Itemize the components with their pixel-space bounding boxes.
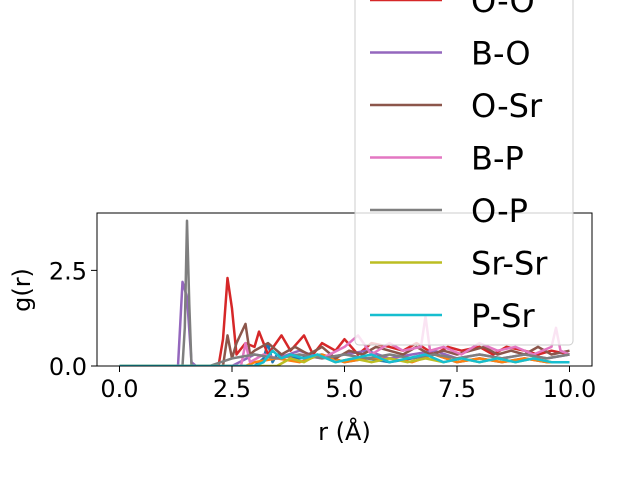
legend-label-p-sr: P-Sr [471, 297, 535, 335]
legend-label-b-p: B-P [471, 140, 524, 178]
legend-box [354, 0, 574, 346]
series-layer [119, 219, 570, 366]
y-axis-label: g(r) [8, 268, 36, 312]
legend-label-b-o: B-O [471, 35, 531, 73]
series-line-o-sr [119, 322, 570, 366]
y-tick-label: 0.0 [49, 353, 87, 381]
legend-label-o-o: O-O [471, 0, 535, 20]
x-tick-label: 2.5 [213, 375, 251, 403]
x-tick-label: 0.0 [100, 375, 138, 403]
x-tick-label: 5.0 [325, 375, 363, 403]
y-tick-label: 2.5 [49, 257, 87, 285]
x-axis-label: r (Å) [318, 417, 371, 446]
legend: B-BB-SrO-OB-OO-SrB-PO-PSr-SrP-Sr [354, 0, 574, 346]
legend-label-o-sr: O-Sr [471, 87, 543, 125]
series-line-o-o [119, 276, 570, 366]
series-line-b-p [119, 315, 570, 366]
series-line-p-sr [119, 349, 570, 366]
legend-label-o-p: O-P [471, 192, 528, 230]
series-line-o-p [119, 219, 570, 366]
x-tick-label: 10.0 [543, 375, 596, 403]
legend-label-sr-sr: Sr-Sr [471, 245, 548, 283]
x-tick-label: 7.5 [438, 375, 476, 403]
ticks-layer: 0.0 2.5 5.0 7.5 10.0 0.0 2.5 [49, 257, 596, 403]
